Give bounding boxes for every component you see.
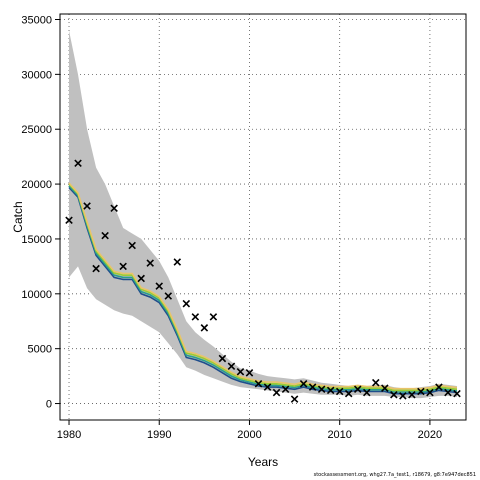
x-axis-label: Years — [248, 455, 278, 469]
observation-point — [417, 387, 425, 396]
observation-point — [173, 258, 182, 266]
observation-point — [74, 159, 82, 167]
x-tick-label: 1990 — [147, 429, 171, 441]
observation-points — [65, 159, 461, 403]
series-line-1 — [68, 185, 458, 393]
observation-point — [119, 262, 127, 271]
y-tick-label: 15000 — [21, 234, 52, 246]
observation-point — [92, 264, 100, 273]
observation-point — [218, 354, 227, 363]
observation-point — [308, 383, 317, 391]
y-tick-label: 35000 — [21, 14, 52, 26]
x-tick-label: 2010 — [327, 429, 351, 441]
observation-point — [372, 378, 380, 387]
y-tick-label: 20000 — [21, 179, 52, 191]
observation-point — [236, 367, 245, 376]
observation-point — [83, 202, 91, 210]
observation-point — [408, 390, 416, 399]
observation-point — [390, 390, 398, 399]
grid — [60, 14, 466, 420]
observation-point — [290, 395, 299, 403]
observation-point — [164, 292, 173, 300]
y-tick-label: 30000 — [21, 69, 52, 81]
observation-point — [101, 231, 109, 240]
x-tick-label: 2020 — [418, 429, 442, 441]
observation-point — [326, 386, 335, 395]
observation-point — [110, 204, 118, 212]
y-tick-label: 10000 — [21, 289, 52, 301]
observation-point — [453, 389, 461, 398]
observation-point — [263, 383, 272, 391]
plot-frame — [59, 13, 467, 421]
y-axis-label: Catch — [11, 201, 25, 232]
x-tick-label: 2000 — [237, 429, 261, 441]
y-tick-label: 5000 — [28, 344, 52, 356]
observation-point — [444, 388, 452, 397]
observation-point — [362, 388, 371, 397]
observation-point — [146, 259, 154, 267]
confidence-band — [69, 30, 457, 399]
observation-point — [155, 282, 164, 290]
observation-point — [209, 313, 218, 321]
observation-point — [245, 369, 254, 377]
observation-point — [272, 388, 281, 397]
series-line-3 — [68, 182, 458, 390]
observation-point — [399, 392, 407, 400]
series-line-2 — [68, 183, 458, 392]
observation-point — [227, 362, 236, 370]
observation-point — [200, 324, 209, 332]
observation-point — [381, 384, 389, 392]
observation-point — [335, 387, 344, 396]
x-tick-label: 1980 — [57, 429, 81, 441]
y-tick-label: 25000 — [21, 124, 52, 136]
footer-text: stockassessment.org, whg27.7a_test1, r18… — [313, 472, 476, 478]
y-tick-label: 0 — [46, 399, 52, 411]
observation-point — [137, 274, 145, 283]
observation-point — [191, 313, 200, 321]
observation-point — [299, 380, 308, 388]
observation-point — [435, 383, 443, 391]
observation-point — [426, 388, 434, 397]
observation-point — [281, 385, 290, 394]
observation-point — [65, 216, 73, 225]
observation-point — [344, 389, 353, 398]
axes: 1980 1990 2000 2010 2020 0 5000 10000 15000 20000… — [21, 14, 442, 441]
observation-point — [182, 299, 191, 308]
observation-point — [317, 385, 326, 394]
observation-point — [353, 385, 362, 394]
observation-point — [254, 380, 263, 388]
observation-point — [128, 241, 136, 250]
